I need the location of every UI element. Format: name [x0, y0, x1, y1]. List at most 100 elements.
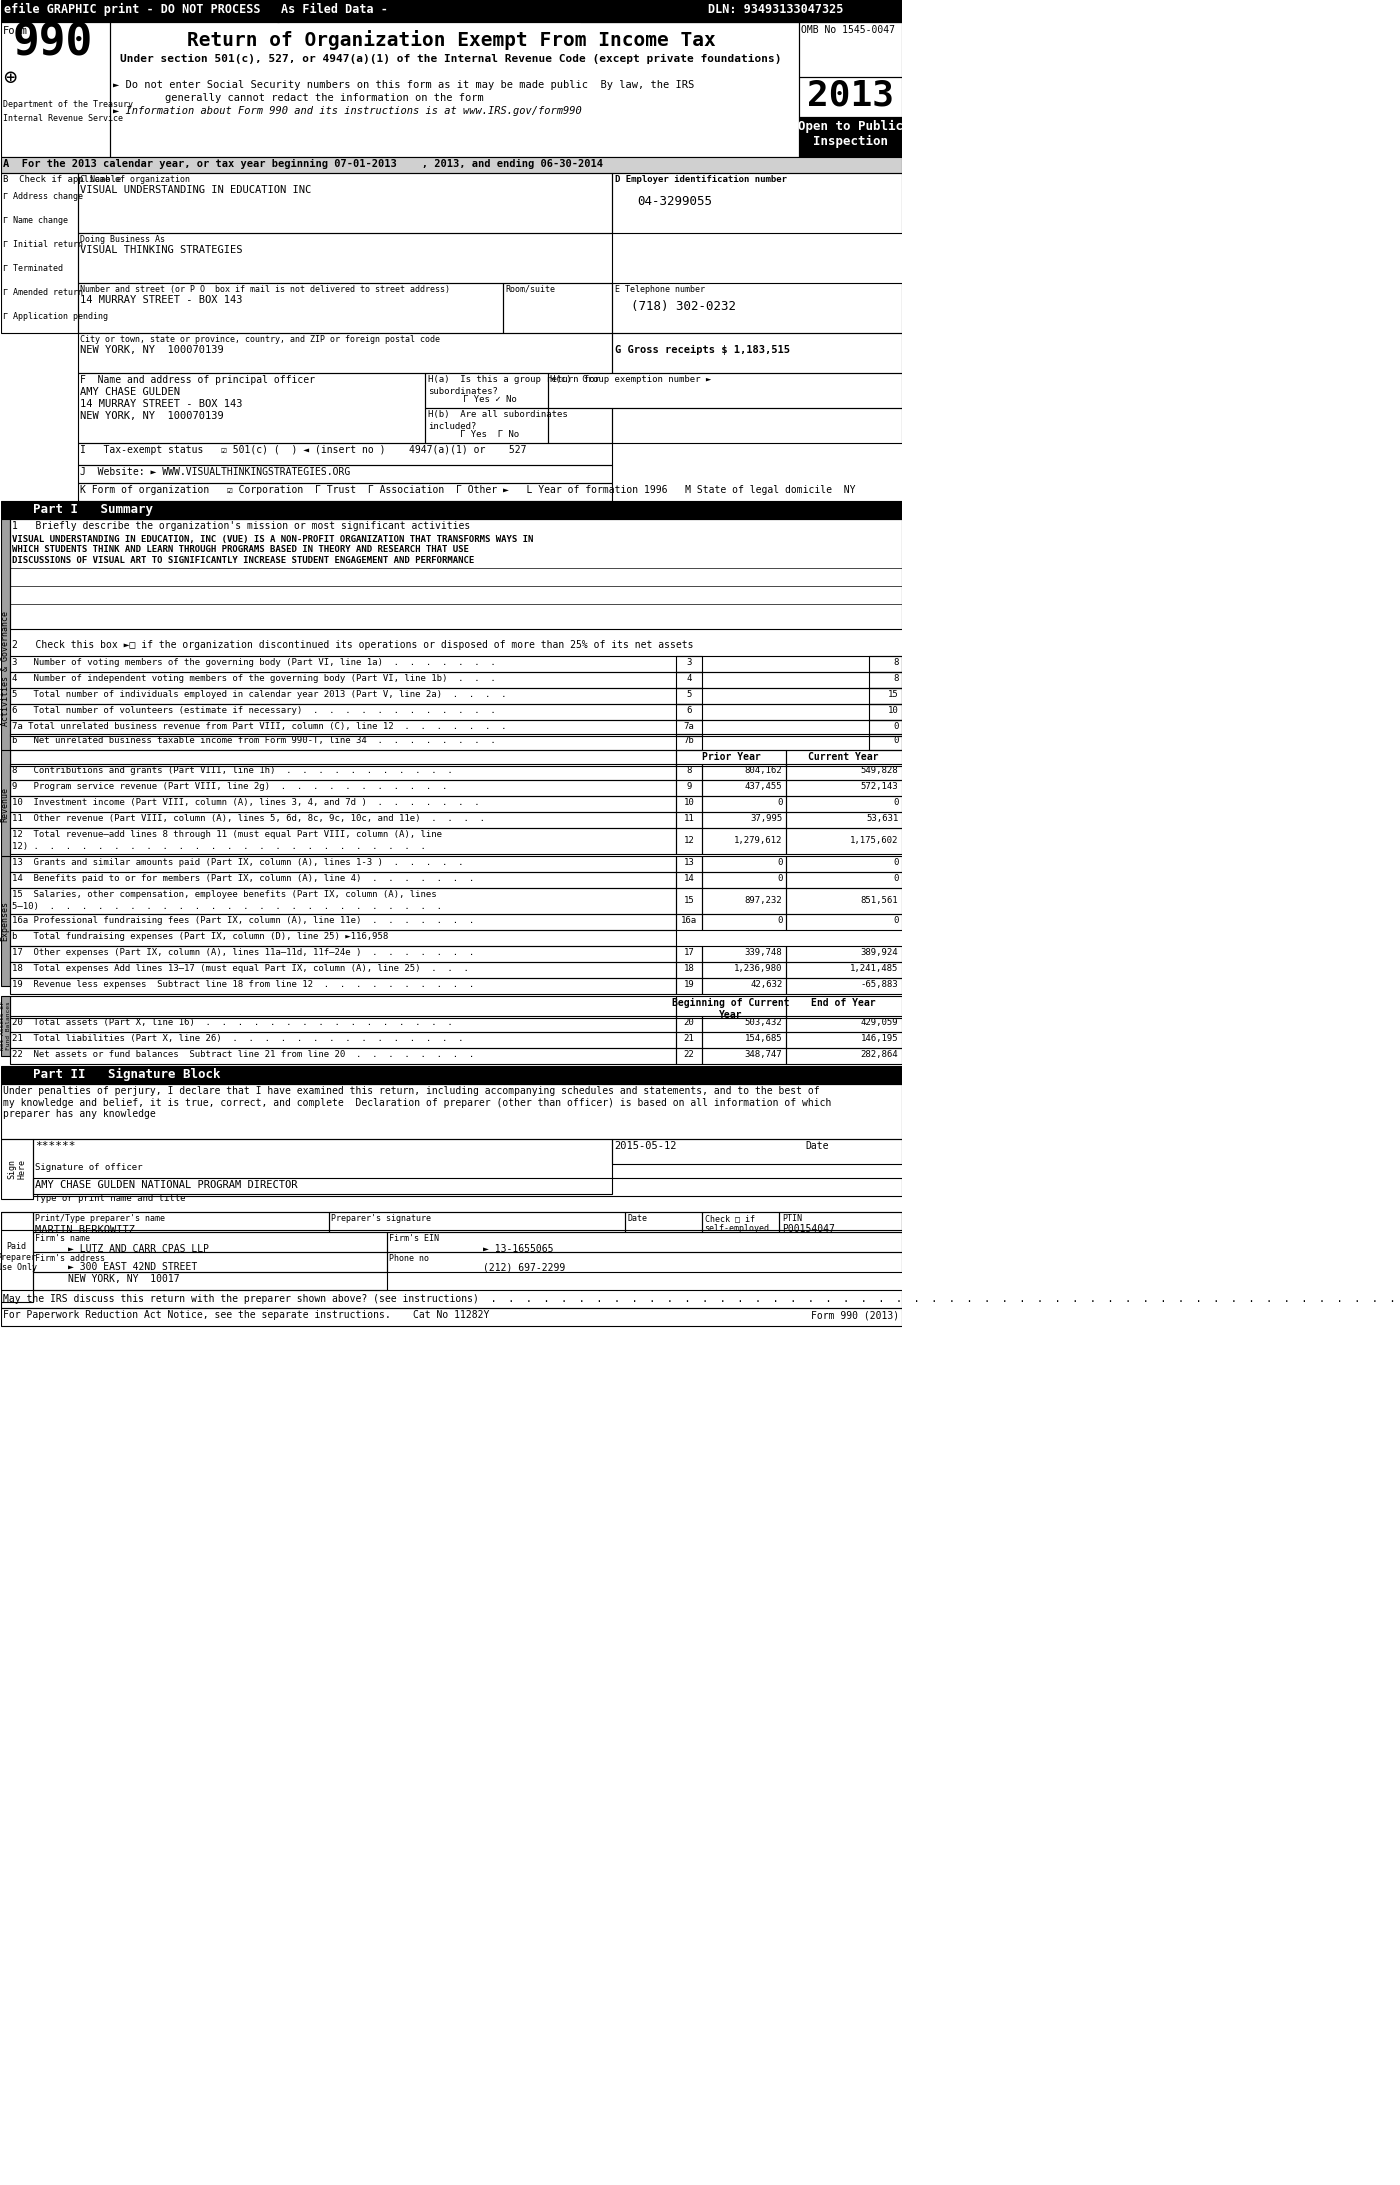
Text: J  Website: ► WWW.VISUALTHINKINGSTRATEGIES.ORG: J Website: ► WWW.VISUALTHINKINGSTRATEGIE… [80, 468, 350, 476]
Text: 7a Total unrelated business revenue from Part VIII, column (C), line 12  .  .  .: 7a Total unrelated business revenue from… [13, 721, 507, 732]
Bar [10, 688, 902, 704]
Text: 549,828: 549,828 [861, 767, 899, 776]
Text: 04-3299055: 04-3299055 [637, 194, 713, 208]
Text: 348,747: 348,747 [745, 1051, 783, 1060]
Bar [785, 946, 902, 961]
Text: Doing Business As: Doing Business As [80, 236, 165, 245]
Bar [701, 1213, 780, 1232]
Bar [612, 284, 902, 332]
Text: 0: 0 [893, 859, 899, 867]
Bar [10, 749, 676, 767]
Bar [78, 483, 612, 500]
Text: Beginning of Current
Year: Beginning of Current Year [672, 999, 790, 1020]
Bar [785, 780, 902, 795]
Bar [676, 795, 701, 813]
Bar [701, 872, 785, 887]
Bar [701, 961, 785, 979]
Text: PTIN: PTIN [781, 1215, 802, 1224]
Text: ► LUTZ AND CARR CPAS LLP: ► LUTZ AND CARR CPAS LLP [67, 1243, 209, 1254]
Bar [676, 673, 701, 688]
Bar [78, 234, 612, 284]
Bar [0, 1213, 902, 1230]
Bar [798, 76, 902, 118]
Text: 0: 0 [893, 798, 899, 806]
Bar [676, 656, 701, 673]
Bar [0, 500, 902, 520]
Text: K Form of organization   ☑ Corporation  Γ Trust  Γ Association  Γ Other ►   L Ye: K Form of organization ☑ Corporation Γ T… [80, 485, 855, 496]
Text: AMY CHASE GULDEN: AMY CHASE GULDEN [80, 387, 181, 398]
Bar [0, 749, 10, 861]
Text: 8   Contributions and grants (Part VIII, line 1h)  .  .  .  .  .  .  .  .  .  . : 8 Contributions and grants (Part VIII, l… [13, 767, 454, 776]
Text: 3: 3 [686, 658, 692, 666]
Text: 14 MURRAY STREET - BOX 143: 14 MURRAY STREET - BOX 143 [80, 400, 244, 409]
Text: 19: 19 [683, 981, 694, 990]
Bar [0, 0, 902, 22]
Text: (718) 302-0232: (718) 302-0232 [631, 299, 736, 312]
Text: 437,455: 437,455 [745, 782, 783, 791]
Text: C Name of organization: C Name of organization [80, 175, 190, 184]
Text: Γ Amended return: Γ Amended return [3, 288, 83, 297]
Bar [32, 1232, 386, 1252]
Bar [676, 979, 701, 994]
Bar [612, 1138, 902, 1165]
Text: AMY CHASE GULDEN NATIONAL PROGRAM DIRECTOR: AMY CHASE GULDEN NATIONAL PROGRAM DIRECT… [35, 1180, 298, 1191]
Bar [701, 857, 785, 872]
Text: 21  Total liabilities (Part X, line 26)  .  .  .  .  .  .  .  .  .  .  .  .  .  : 21 Total liabilities (Part X, line 26) .… [13, 1034, 463, 1042]
Text: Firm's address: Firm's address [35, 1254, 105, 1263]
Text: Print/Type preparer's name: Print/Type preparer's name [35, 1215, 165, 1224]
Text: Firm's name: Firm's name [35, 1235, 91, 1243]
Text: 13: 13 [683, 859, 694, 867]
Bar [701, 946, 785, 961]
Text: Activities & Governance: Activities & Governance [0, 612, 10, 725]
Text: 13  Grants and similar amounts paid (Part IX, column (A), lines 1-3 )  .  .  .  : 13 Grants and similar amounts paid (Part… [13, 859, 463, 867]
Bar [701, 1049, 785, 1064]
Bar [701, 887, 785, 913]
Text: G Gross receipts $ 1,183,515: G Gross receipts $ 1,183,515 [615, 345, 790, 354]
Text: (212) 697-2299: (212) 697-2299 [483, 1263, 566, 1272]
Text: 851,561: 851,561 [861, 896, 899, 905]
Bar [676, 704, 701, 721]
Text: subordinates?: subordinates? [428, 387, 498, 395]
Bar [32, 1213, 329, 1232]
Text: ► Do not enter Social Security numbers on this form as it may be made public  By: ► Do not enter Social Security numbers o… [113, 81, 694, 90]
Bar [676, 857, 701, 872]
Text: Check □ if
self-employed: Check □ if self-employed [704, 1215, 770, 1232]
Bar [0, 173, 78, 332]
Bar [10, 795, 676, 813]
Bar [10, 1049, 676, 1064]
Text: ► 300 EAST 42ND STREET: ► 300 EAST 42ND STREET [67, 1263, 197, 1272]
Bar [785, 795, 902, 813]
Text: 15  Salaries, other compensation, employee benefits (Part IX, column (A), lines: 15 Salaries, other compensation, employe… [13, 889, 437, 898]
Bar [0, 1066, 902, 1084]
Text: 21: 21 [683, 1034, 694, 1042]
Text: 8: 8 [893, 673, 899, 684]
Text: Phone no: Phone no [389, 1254, 430, 1263]
Text: 5–10)  .  .  .  .  .  .  .  .  .  .  .  .  .  .  .  .  .  .  .  .  .  .  .  .  .: 5–10) . . . . . . . . . . . . . . . . . … [13, 902, 442, 911]
Bar [785, 828, 902, 854]
Text: 0: 0 [893, 874, 899, 883]
Text: 0: 0 [777, 916, 783, 924]
Text: City or town, state or province, country, and ZIP or foreign postal code: City or town, state or province, country… [80, 334, 441, 343]
Bar [869, 721, 902, 736]
Bar [10, 946, 676, 961]
Text: Γ Terminated: Γ Terminated [3, 264, 63, 273]
Bar [0, 996, 10, 1055]
Bar [676, 1031, 701, 1049]
Text: 154,685: 154,685 [745, 1034, 783, 1042]
Bar [869, 734, 902, 749]
Bar [386, 1232, 902, 1252]
Text: 339,748: 339,748 [745, 948, 783, 957]
Text: NEW YORK, NY  10017: NEW YORK, NY 10017 [67, 1274, 179, 1285]
Text: MARTIN BERKOWITZ: MARTIN BERKOWITZ [35, 1226, 136, 1235]
Bar [676, 996, 785, 1018]
Bar [798, 118, 902, 157]
Bar [0, 857, 10, 985]
Text: 22  Net assets or fund balances  Subtract line 21 from line 20  .  .  .  .  .  .: 22 Net assets or fund balances Subtract … [13, 1051, 475, 1060]
Text: I   Tax-exempt status   ☑ 501(c) (  ) ◄ (insert no )    4947(a)(1) or    527: I Tax-exempt status ☑ 501(c) ( ) ◄ (inse… [80, 446, 526, 454]
Bar [32, 1252, 386, 1272]
Bar [785, 1016, 902, 1031]
Text: ******: ****** [35, 1141, 76, 1151]
Text: 16a Professional fundraising fees (Part IX, column (A), line 11e)  .  .  .  .  .: 16a Professional fundraising fees (Part … [13, 916, 475, 924]
Text: 804,162: 804,162 [745, 767, 783, 776]
Bar [785, 1049, 902, 1064]
